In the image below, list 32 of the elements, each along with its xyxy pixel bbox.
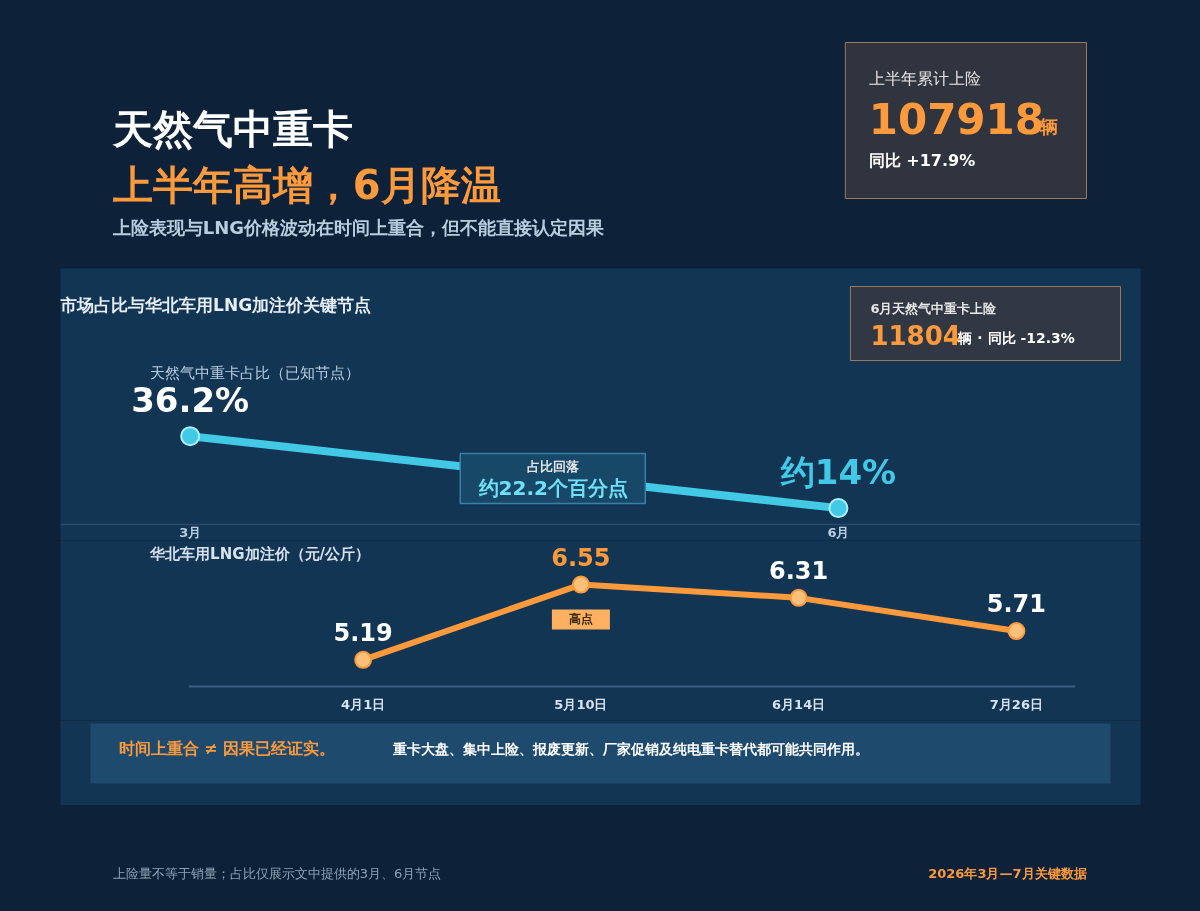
- point: [789, 588, 808, 607]
- text: 时间上重合 ≠ 因果已经证实。: [118, 739, 336, 758]
- text: 上半年累计上险: [868, 69, 981, 88]
- x-tick-label: 5月10日: [554, 697, 608, 712]
- x-tick-label: 7月26日: [989, 697, 1043, 712]
- point: [571, 575, 590, 594]
- x-tick-label: 6月14日: [772, 697, 826, 712]
- data-label: 约14%: [779, 452, 897, 493]
- annotation: 占比回落: [527, 459, 581, 474]
- data-label: 5.19: [333, 618, 393, 647]
- point: [354, 650, 373, 669]
- text: 上半年高增，6月降温: [112, 161, 501, 208]
- chart-title: 市场占比与华北车用LNG加注价关键节点: [59, 294, 372, 315]
- point: [1007, 622, 1026, 641]
- text: 华北车用LNG加注价（元/公斤）: [149, 544, 371, 563]
- annotation: 约22.2个百分点: [477, 475, 628, 500]
- text: 同比 +17.9%: [868, 151, 976, 170]
- text: 6月天然气中重卡上险: [870, 301, 998, 316]
- text: 重卡大盘、集中上险、报废更新、厂家促销及纯电重卡替代都可能共同作用。: [391, 740, 869, 757]
- annotation: 高点: [568, 611, 593, 626]
- data-label: 5.71: [986, 590, 1046, 619]
- text: 上险量不等于销量；占比仅展示文中提供的3月、6月节点: [112, 866, 442, 881]
- data-label: 6.31: [769, 556, 829, 585]
- x-tick-label: 4月1日: [341, 697, 386, 712]
- text: 2026年3月—7月关键数据: [928, 866, 1087, 881]
- x-tick-label: 3月: [179, 525, 202, 540]
- text: 天然气中重卡: [111, 105, 353, 152]
- text: 上险表现与LNG价格波动在时间上重合，但不能直接认定因果: [111, 217, 606, 238]
- data-label: 36.2%: [131, 380, 250, 421]
- data-label: 6.55: [551, 543, 611, 572]
- x-tick-label: 6月: [827, 525, 850, 540]
- text: 天然气中重卡占比（已知节点）: [150, 363, 361, 382]
